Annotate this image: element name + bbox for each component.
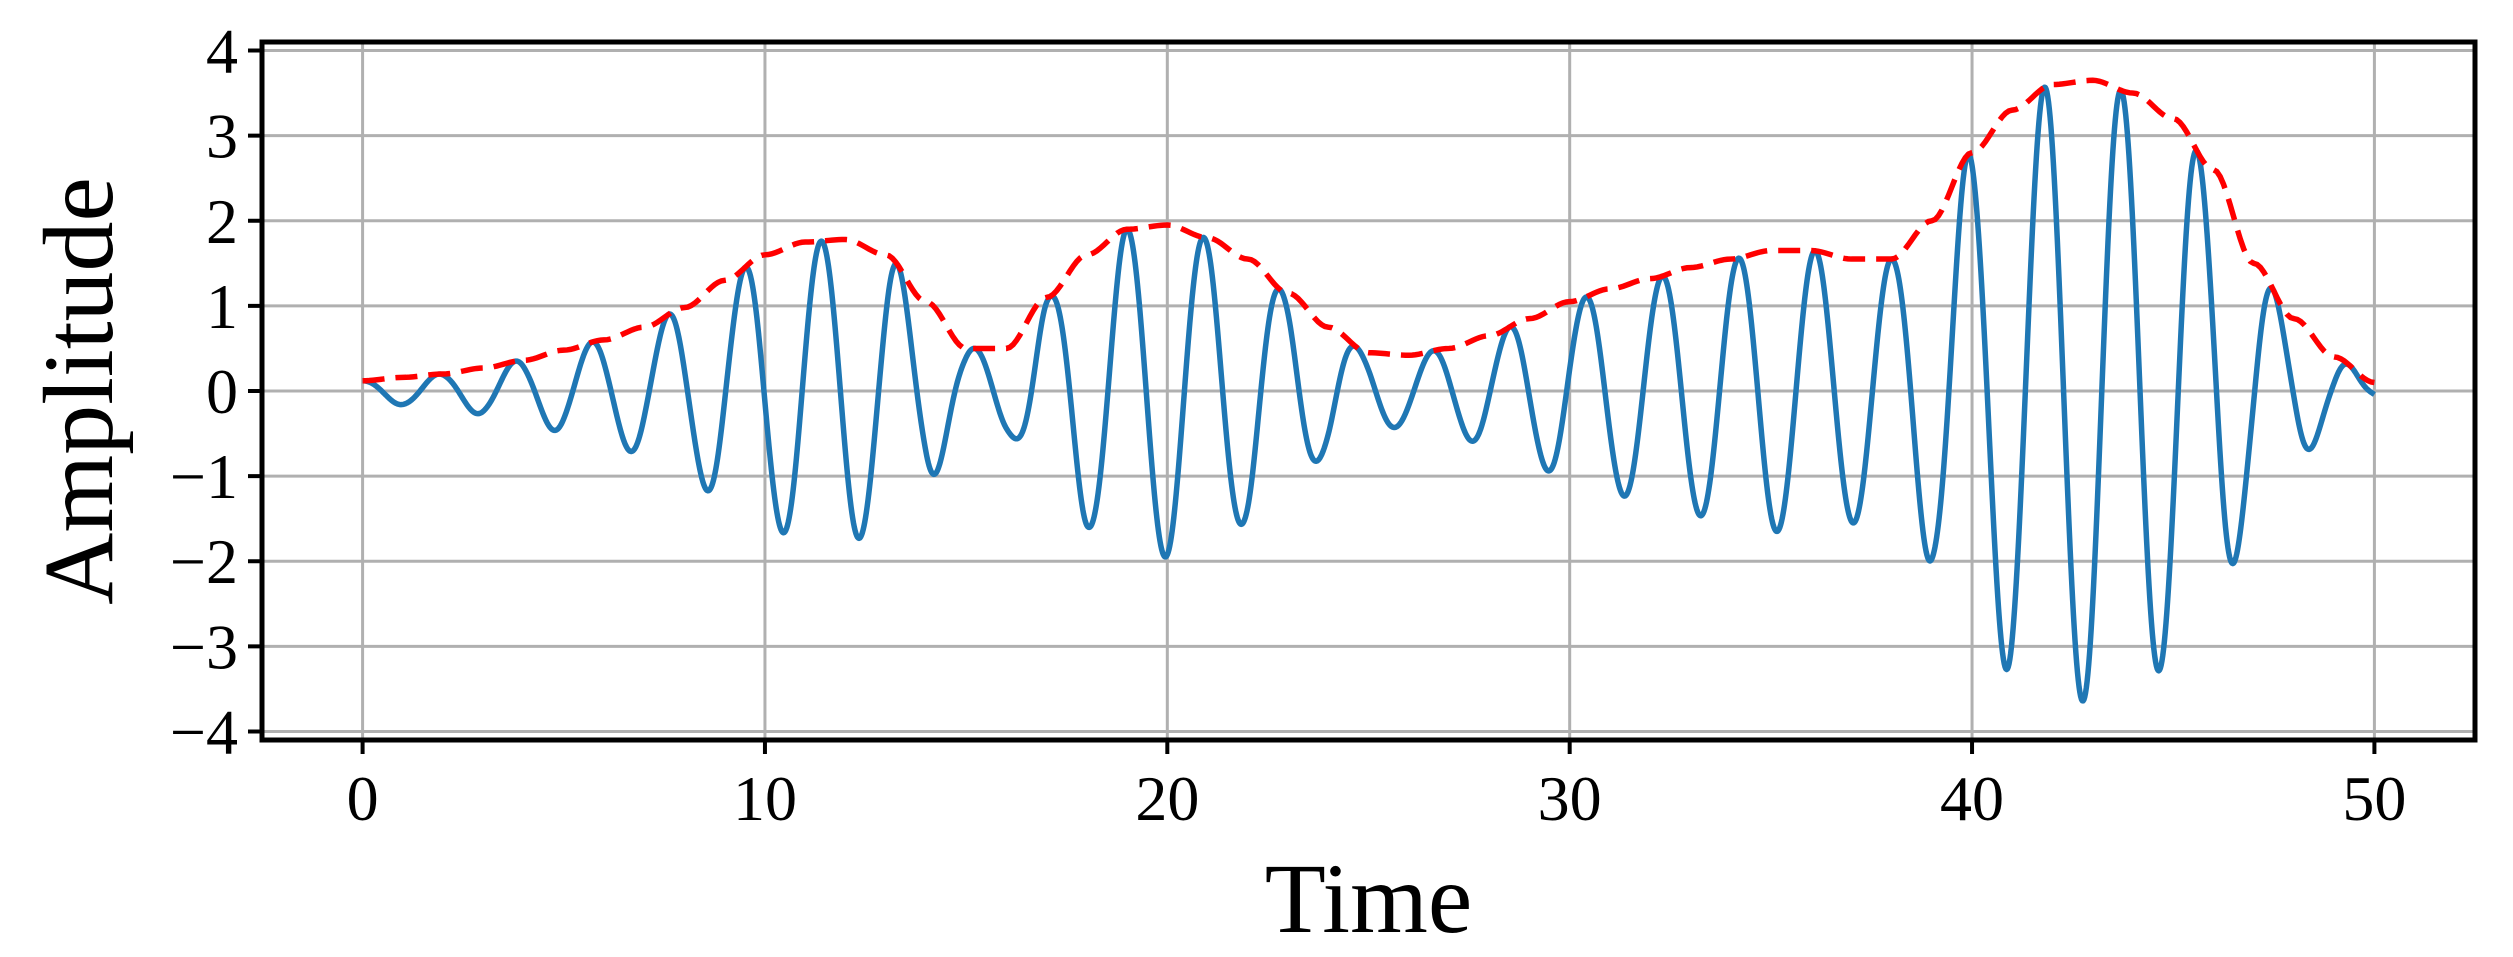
y-tick-label: 3 xyxy=(206,101,238,172)
y-tick-label: 0 xyxy=(206,356,238,427)
x-tick-label: 50 xyxy=(2342,763,2406,834)
series-line-envelope xyxy=(362,77,2375,386)
x-tick-label: 20 xyxy=(1135,763,1199,834)
y-tick-label: 4 xyxy=(206,16,238,87)
x-tick-label: 40 xyxy=(1940,763,2004,834)
y-tick-label: 1 xyxy=(206,271,238,342)
series-line-signal xyxy=(360,84,2377,704)
x-tick-label: 0 xyxy=(347,763,379,834)
grid xyxy=(262,42,2475,740)
plot-area xyxy=(360,77,2377,704)
y-tick-label: 2 xyxy=(206,186,238,257)
y-tick-label: −4 xyxy=(170,696,238,767)
y-tick-label: −2 xyxy=(170,526,238,597)
x-tick-label: 10 xyxy=(733,763,797,834)
x-axis-label: Time xyxy=(1265,843,1473,954)
y-axis-label: Amplitude xyxy=(23,177,134,605)
ticks: 0 10 20 30 40 50 −4 −3 −2 −1 0 1 2 3 4 xyxy=(170,16,2407,834)
y-tick-label: −1 xyxy=(170,441,238,512)
y-tick-label: −3 xyxy=(170,611,238,682)
x-tick-label: 30 xyxy=(1538,763,1602,834)
